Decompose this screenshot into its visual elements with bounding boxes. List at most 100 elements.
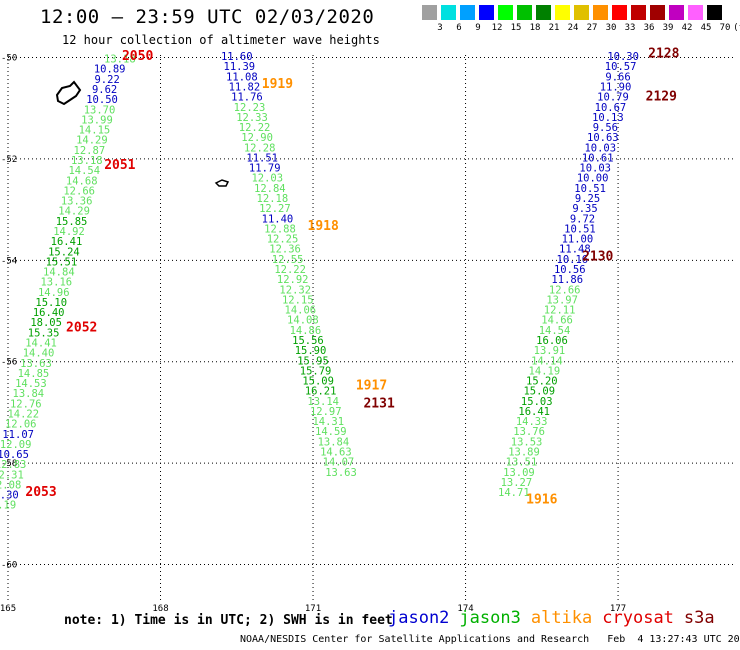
scale-label: 39 [662, 23, 674, 33]
time-annotation: 1918 [308, 219, 339, 234]
wave-height-value: 13.91 [534, 345, 566, 357]
wave-height-value: 10.56 [554, 264, 586, 276]
wave-height-value: 16.41 [51, 236, 83, 248]
wave-height-value: 15.09 [523, 386, 555, 398]
scale-label: 6 [456, 23, 462, 33]
wave-height-value: 13.63 [325, 467, 357, 479]
x-tick-label: 168 [152, 604, 168, 614]
scale-label: 70 [719, 23, 731, 33]
wave-height-value: 10.65 [0, 449, 29, 461]
wave-height-value: 14.66 [541, 315, 573, 327]
wave-height-value: 14.85 [18, 368, 50, 380]
wave-height-value: 13.70 [84, 104, 116, 116]
wave-height-value: 13.84 [13, 388, 45, 400]
wave-height-value: 12.08 [0, 479, 21, 491]
y-tick-label: -60 [1, 561, 17, 571]
wave-height-value: 12.11 [544, 305, 576, 317]
wave-height-value: 15.95 [297, 355, 329, 367]
footer-note: note: 1) Time is in UTC; 2) SWH is in fe… [64, 613, 393, 628]
wave-height-value: 11.79 [249, 163, 281, 175]
wave-height-value: 15.79 [300, 365, 332, 377]
wave-height-value: 11.86 [551, 274, 583, 286]
wave-height-value: 12.36 [269, 244, 301, 256]
scale-label: 30 [605, 23, 617, 33]
time-annotation: 1917 [356, 379, 387, 394]
wave-height-value: 12.32 [279, 284, 311, 296]
legend-item-s3a: s3a [683, 608, 715, 628]
scale-label: 24 [567, 23, 579, 33]
wave-height-value: 12.84 [254, 183, 286, 195]
time-annotation: 2053 [25, 485, 56, 500]
scale-label: 12 [491, 23, 503, 33]
wave-height-value: 9.22 [94, 74, 119, 86]
wave-height-value: 16.41 [518, 406, 550, 418]
time-annotation: 1919 [262, 77, 293, 92]
wave-height-value: 10.51 [564, 223, 596, 235]
y-tick-label: -54 [1, 256, 17, 266]
wave-height-value: 14.41 [25, 338, 57, 350]
wave-height-value: 14.08 [287, 315, 319, 327]
wave-height-value: 14.84 [43, 267, 75, 279]
wave-height-value: 15.10 [35, 297, 67, 309]
wave-height-value: 14.86 [290, 325, 322, 337]
scale-swatch [707, 5, 722, 20]
wave-height-value: 12.19 [0, 500, 16, 512]
wave-height-value: 13.76 [513, 426, 545, 438]
scale-unit: (ft) [733, 23, 740, 33]
time-annotation: 2051 [104, 158, 135, 173]
wave-height-value: 12.66 [549, 284, 581, 296]
time-annotation: 2129 [646, 90, 677, 105]
scale-label: 9 [475, 23, 481, 33]
wave-height-value: 12.18 [257, 193, 289, 205]
time-annotation: 2130 [582, 249, 613, 264]
page-subtitle: 12 hour collection of altimeter wave hei… [62, 33, 380, 47]
wave-height-value: 15.85 [56, 216, 88, 228]
wave-height-value: 14.54 [539, 325, 571, 337]
wave-height-value: 14.68 [66, 175, 98, 187]
wave-height-value: 14.07 [323, 457, 355, 469]
wave-height-value: 15.09 [302, 376, 334, 388]
wave-height-value: 14.06 [285, 305, 317, 317]
scale-label: 36 [643, 23, 655, 33]
scale-swatch [460, 5, 475, 20]
scale-swatch [574, 5, 589, 20]
wave-height-value: 11.40 [262, 213, 294, 225]
scale-swatch [631, 5, 646, 20]
wave-height-value: 11.08 [226, 71, 258, 83]
wave-height-value: 12.76 [10, 398, 42, 410]
wave-height-value: 11.82 [229, 81, 261, 93]
wave-height-value: 12.31 [0, 469, 24, 481]
time-annotation: 1916 [526, 493, 557, 508]
y-tick-label: -52 [1, 155, 17, 165]
wave-height-value: 14.29 [76, 135, 108, 147]
wave-height-value: 12.92 [277, 274, 309, 286]
scale-label: 18 [529, 23, 541, 33]
wave-height-value: 14.92 [53, 226, 85, 238]
wave-height-value: 13.16 [40, 277, 72, 289]
scale-label: 15 [510, 23, 522, 33]
wave-height-value: 10.16 [557, 254, 589, 266]
wave-height-value: 12.06 [5, 419, 37, 431]
scale-label: 42 [681, 23, 693, 33]
wave-height-value: 14.29 [58, 206, 90, 218]
scale-label: 27 [586, 23, 598, 33]
wave-height-value: 10.50 [86, 94, 118, 106]
wave-height-value: 11.51 [246, 152, 278, 164]
wave-height-value: 10.51 [574, 183, 606, 195]
wave-height-value: 13.36 [61, 196, 93, 208]
wave-height-value: 13.53 [511, 436, 543, 448]
wave-height-value: 15.35 [28, 327, 60, 339]
wave-height-value: 15.03 [521, 396, 553, 408]
wave-height-value: 12.83 [0, 459, 26, 471]
wave-height-value: 9.56 [593, 122, 618, 134]
scale-swatch [422, 5, 437, 20]
wave-height-value: 14.33 [516, 416, 548, 428]
island-shape [214, 179, 230, 187]
wave-height-value: 14.63 [320, 447, 352, 459]
wave-height-value: 16.06 [536, 335, 568, 347]
scale-swatch [593, 5, 608, 20]
wave-height-value: 10.03 [579, 163, 611, 175]
wave-height-value: 9.72 [570, 213, 595, 225]
wave-height-value: 13.14 [307, 396, 339, 408]
wave-height-value: 14.53 [15, 378, 47, 390]
